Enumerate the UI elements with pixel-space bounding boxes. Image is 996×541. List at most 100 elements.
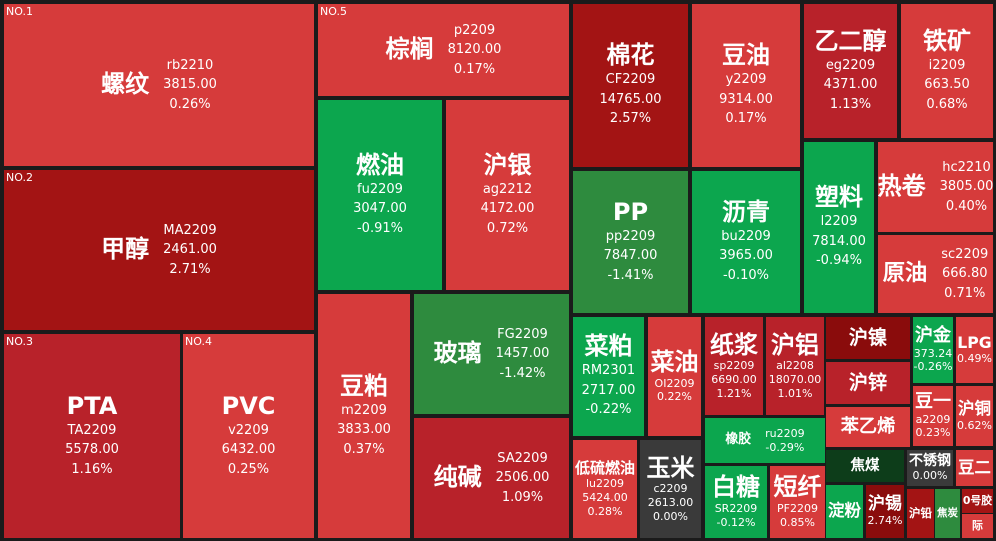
tile-code: hc2210 <box>942 159 991 175</box>
tile-code: ag2212 <box>482 181 533 197</box>
tile-change: 0.26% <box>169 96 211 112</box>
tile-price: 373.24 <box>913 346 953 360</box>
tile-code: i2209 <box>928 57 966 73</box>
tile-name: 原油 <box>882 260 928 287</box>
tile-change: -0.94% <box>815 253 862 269</box>
tile-name: 淀粉 <box>828 501 861 521</box>
tile-name: 际 <box>972 518 983 532</box>
tile-price: 666.80 <box>942 266 988 282</box>
tile: 纯碱 SA2209 2506.00 1.09% <box>414 418 569 538</box>
tile-name: 沪锡 <box>867 493 902 514</box>
tile-details: fu2209 3047.00 -0.91% <box>353 180 407 239</box>
tile-name: 焦炭 <box>937 507 958 520</box>
tile: PP pp2209 7847.00 -1.41% <box>573 171 688 313</box>
tile-details: sc2209 666.80 0.71% <box>941 245 988 304</box>
tile-details: ru2209 -0.29% <box>765 427 805 455</box>
tile-details: FG2209 1457.00 -1.42% <box>496 325 550 384</box>
tile: 焦煤 <box>826 450 904 482</box>
tile: 际 <box>962 514 993 538</box>
tile-content: 乙二醇 eg2209 4371.00 1.13% <box>815 27 887 114</box>
tile-name: 豆粕 <box>339 371 388 400</box>
tile-content: 菜粕 RM2301 2717.00 -0.22% <box>582 333 636 419</box>
tile-details: rb2210 3815.00 0.26% <box>163 56 217 115</box>
tile-content: 豆粕 m2209 3833.00 0.37% <box>337 371 391 459</box>
tile-code: eg2209 <box>825 57 876 73</box>
tile: 橡胶 ru2209 -0.29% <box>705 418 825 463</box>
tile-details: ag2212 4172.00 0.72% <box>481 180 535 239</box>
tile-content: 菜油 OI2209 0.22% <box>650 347 699 404</box>
rank-label: NO.4 <box>185 335 212 348</box>
tile-name: PVC <box>221 391 276 420</box>
tile-name: 短纤 <box>773 473 822 502</box>
tile: NO.1 螺纹 rb2210 3815.00 0.26% <box>4 4 314 166</box>
tile-change: 0.68% <box>926 96 968 112</box>
tile-content: 白糖 SR2209 -0.12% <box>712 474 760 529</box>
tile-content: LPG 0.49% <box>957 334 992 366</box>
tile-content: 燃油 fu2209 3047.00 -0.91% <box>353 151 407 239</box>
tile-name: 螺纹 <box>101 70 150 99</box>
tile: 短纤 PF2209 0.85% <box>770 466 825 538</box>
tile-name: 甲醇 <box>101 235 150 264</box>
tile-details: p2209 8120.00 0.17% <box>448 21 502 80</box>
tile-code: lu2209 <box>585 477 624 490</box>
tile-content: 螺纹 rb2210 3815.00 0.26% <box>101 56 217 115</box>
tile-name: PTA <box>66 391 118 420</box>
tile-details: 0.00% <box>913 469 948 483</box>
tile: 豆一 a2209 0.23% <box>913 386 953 446</box>
tile: 豆二 <box>956 450 993 486</box>
tile-change: -0.22% <box>585 402 632 418</box>
tile-details: TA2209 5578.00 1.16% <box>65 421 119 480</box>
tile: 沪锌 <box>826 362 910 404</box>
tile: 铁矿 i2209 663.50 0.68% <box>901 4 993 138</box>
tile-content: 橡胶 ru2209 -0.29% <box>725 427 804 455</box>
tile-content: 焦煤 <box>850 458 879 475</box>
tile-content: 铁矿 i2209 663.50 0.68% <box>923 27 971 114</box>
tile-content: 不锈钢 0.00% <box>909 453 951 483</box>
tile-code: bu2209 <box>721 228 771 244</box>
tile-details: 373.24 -0.26% <box>914 347 953 375</box>
tile-price: 2613.00 <box>647 495 694 509</box>
tile-price: 7814.00 <box>812 233 866 249</box>
tile-code: PF2209 <box>777 502 818 516</box>
tile-change: 0.71% <box>944 285 986 301</box>
tile-details: hc2210 3805.00 0.40% <box>940 158 993 217</box>
tile-change: -0.26% <box>913 360 953 374</box>
tile-price: 3965.00 <box>719 248 773 264</box>
tile-code: m2209 <box>341 402 387 418</box>
tile-details: lu2209 5424.00 0.28% <box>582 477 628 518</box>
tile-price: 5578.00 <box>65 442 119 458</box>
tile-name: 热卷 <box>878 172 926 201</box>
tile: 苯乙烯 <box>826 407 910 447</box>
tile-content: 玻璃 FG2209 1457.00 -1.42% <box>434 325 550 384</box>
tile-change: -0.91% <box>356 220 403 236</box>
tile-content: 棉花 CF2209 14765.00 2.57% <box>599 42 661 128</box>
tile-details: PF2209 0.85% <box>777 502 818 530</box>
tile-details: al2208 18070.00 1.01% <box>769 359 822 400</box>
tile-change: -0.12% <box>716 515 756 529</box>
tile-content: PP pp2209 7847.00 -1.41% <box>604 198 658 285</box>
tile-name: 豆油 <box>721 41 770 70</box>
tile-code: SR2209 <box>714 502 758 516</box>
tile-details: SA2209 2506.00 1.09% <box>496 449 550 508</box>
tile-change: -0.29% <box>765 440 805 454</box>
tile-details: sp2209 6690.00 1.21% <box>711 359 757 400</box>
tile-name: 沪锌 <box>848 371 888 395</box>
tile-change: -1.41% <box>607 267 654 283</box>
tile-name: 玻璃 <box>433 339 482 368</box>
rank-label: NO.5 <box>320 5 347 18</box>
tile-change: 0.17% <box>725 111 767 127</box>
tile-code: sc2209 <box>941 246 989 262</box>
tile: 焦炭 <box>935 489 960 538</box>
tile-price: 6690.00 <box>711 372 757 386</box>
tile-content: 豆一 a2209 0.23% <box>915 391 951 440</box>
tile: 乙二醇 eg2209 4371.00 1.13% <box>804 4 897 138</box>
tile: 沪金 373.24 -0.26% <box>913 317 953 383</box>
tile-content: 甲醇 MA2209 2461.00 2.71% <box>101 221 217 280</box>
tile-code: y2209 <box>725 72 767 88</box>
tile-details: 0.62% <box>957 419 992 433</box>
tile-details: MA2209 2461.00 2.71% <box>163 221 217 280</box>
tile-content: 沪铜 0.62% <box>957 399 992 433</box>
tile-price: 9314.00 <box>719 91 773 107</box>
tile-details: RM2301 2717.00 -0.22% <box>582 361 636 420</box>
tile-name: 菜油 <box>650 347 699 376</box>
